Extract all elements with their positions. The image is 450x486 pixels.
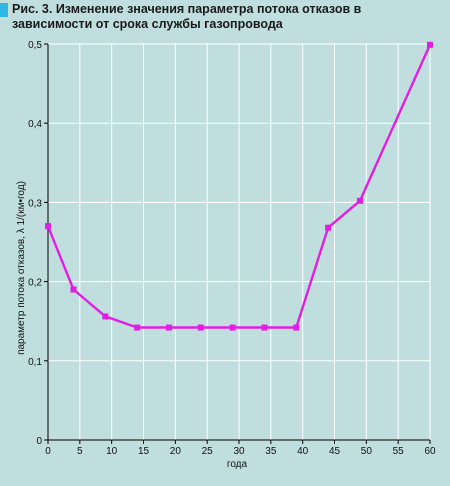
x-tick-label: 5 <box>77 446 83 457</box>
y-tick-label: 0 <box>36 436 42 447</box>
x-tick-label: 35 <box>265 446 277 457</box>
x-tick-label: 15 <box>138 446 150 457</box>
y-tick-label: 0,4 <box>28 119 42 130</box>
data-point <box>427 41 433 48</box>
x-tick-label: 40 <box>297 446 309 457</box>
title-marker <box>0 3 8 17</box>
x-tick-label: 10 <box>106 446 118 457</box>
y-tick-label: 0,3 <box>28 198 42 209</box>
x-tick-label: 50 <box>361 446 373 457</box>
chart-header: Рис. 3. Изменение значения параметра пот… <box>0 0 450 40</box>
y-tick-label: 0,1 <box>28 357 42 368</box>
chart-title: Рис. 3. Изменение значения параметра пот… <box>12 2 362 31</box>
x-tick-label: 20 <box>170 446 182 457</box>
tick-labels: 0 5 10 15 20 25 30 35 40 45 50 55 60 0 0,1 0,2 0,3 0,4 0,5 <box>28 40 436 457</box>
data-point <box>325 224 332 231</box>
data-point <box>102 313 109 320</box>
x-tick-label: 45 <box>329 446 341 457</box>
x-tick-label: 25 <box>202 446 214 457</box>
data-point <box>45 223 51 230</box>
series-line <box>46 44 432 329</box>
grid <box>48 43 431 440</box>
y-axis-label: параметр потока отказов, λ 1/(км•год) <box>16 181 27 355</box>
series <box>45 41 433 331</box>
x-tick-label: 55 <box>393 446 405 457</box>
y-tick-label: 0,2 <box>28 278 42 289</box>
x-tick-label: 60 <box>424 446 436 457</box>
y-tick-label: 0,5 <box>28 40 42 51</box>
data-point <box>293 324 300 331</box>
data-point <box>70 286 77 293</box>
x-axis-label: года <box>227 459 248 470</box>
x-tick-label: 0 <box>45 446 51 457</box>
data-point <box>356 197 363 204</box>
axes <box>44 43 431 444</box>
data-point <box>134 324 141 331</box>
data-point <box>165 324 172 331</box>
data-point <box>261 324 268 331</box>
x-tick-label: 30 <box>233 446 245 457</box>
data-point <box>197 324 204 331</box>
data-point <box>229 324 236 331</box>
